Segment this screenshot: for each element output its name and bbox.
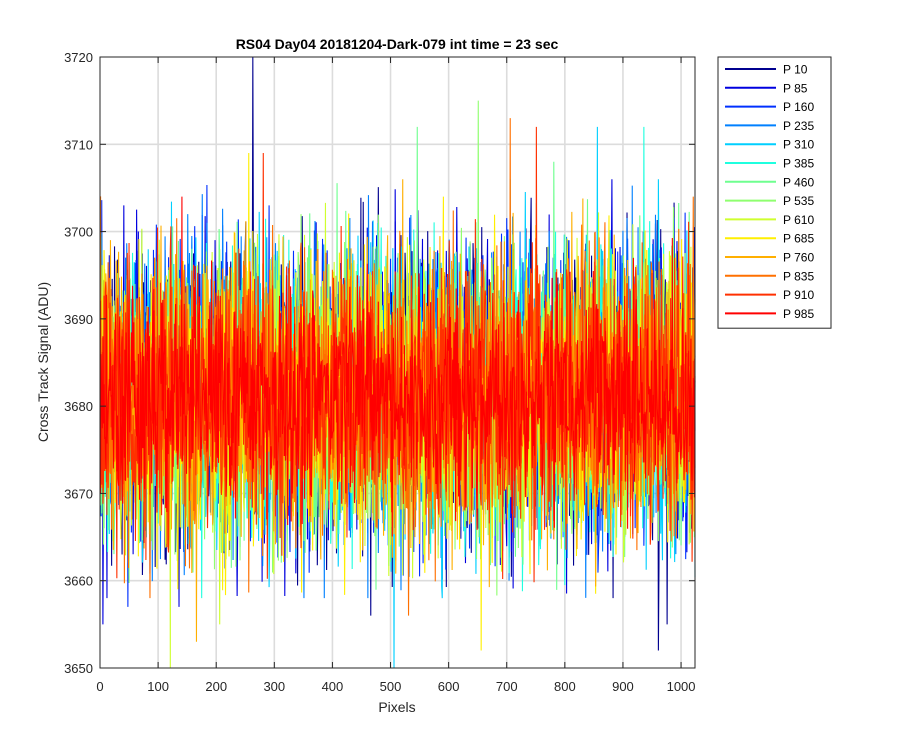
axis-ticks: 0 100 200 300 400 500 600 700 800 900 1000 3650 3660…	[64, 50, 695, 694]
legend-entry: P 85	[725, 81, 808, 95]
legend-label: P 910	[783, 288, 814, 302]
y-tick-label: 3720	[64, 50, 93, 65]
x-tick-label: 0	[96, 679, 103, 694]
legend-label: P 760	[783, 251, 814, 265]
legend-entry: P 535	[725, 194, 814, 208]
series-layer	[100, 56, 696, 669]
y-axis-label: Cross Track Signal (ADU)	[35, 282, 51, 442]
x-tick-label: 800	[554, 679, 576, 694]
x-axis-label: Pixels	[378, 699, 415, 715]
legend-box	[717, 56, 832, 329]
legend-label: P 535	[783, 194, 814, 208]
legend-label: P 85	[783, 81, 808, 95]
x-tick-label: 400	[322, 679, 344, 694]
legend-entry: P 835	[725, 269, 814, 283]
x-tick-label: 500	[380, 679, 402, 694]
legend-entry: P 460	[725, 175, 814, 189]
legend-entry: P 610	[725, 213, 814, 227]
legend-label: P 835	[783, 269, 814, 283]
legend-label: P 985	[783, 307, 814, 321]
chart-title: RS04 Day04 20181204-Dark-079 int time = …	[236, 36, 559, 52]
series-line	[100, 196, 696, 537]
legend-label: P 610	[783, 213, 814, 227]
y-tick-label: 3660	[64, 574, 93, 589]
x-tick-label: 200	[205, 679, 227, 694]
y-tick-label: 3690	[64, 312, 93, 327]
x-tick-label: 300	[263, 679, 285, 694]
plot-frame	[99, 56, 696, 669]
x-tick-label: 100	[147, 679, 169, 694]
legend-entry: P 385	[725, 157, 814, 171]
x-tick-label: 900	[612, 679, 634, 694]
legend-label: P 160	[783, 100, 814, 114]
x-tick-label: 700	[496, 679, 518, 694]
y-tick-label: 3650	[64, 661, 93, 676]
legend-entry: P 910	[725, 288, 814, 302]
y-tick-label: 3710	[64, 137, 93, 152]
legend-entry: P 10	[725, 63, 808, 77]
y-tick-label: 3670	[64, 486, 93, 501]
legend-entry: P 235	[725, 119, 814, 133]
legend-label: P 460	[783, 175, 814, 189]
legend-entry: P 310	[725, 138, 814, 152]
legend-entry: P 685	[725, 232, 814, 246]
x-tick-label: 600	[438, 679, 460, 694]
x-tick-label: 1000	[667, 679, 696, 694]
y-tick-label: 3700	[64, 225, 93, 240]
legend-label: P 385	[783, 157, 814, 171]
legend-entry: P 160	[725, 100, 814, 114]
legend-entry: P 760	[725, 251, 814, 265]
legend-label: P 10	[783, 63, 808, 77]
legend-entry: P 985	[725, 307, 814, 321]
legend-label: P 235	[783, 119, 814, 133]
legend-label: P 685	[783, 232, 814, 246]
legend: P 10 P 85 P 160 P 235 P 310 P 385 P 460 P 535 P …	[717, 56, 832, 329]
legend-label: P 310	[783, 138, 814, 152]
y-tick-label: 3680	[64, 399, 93, 414]
